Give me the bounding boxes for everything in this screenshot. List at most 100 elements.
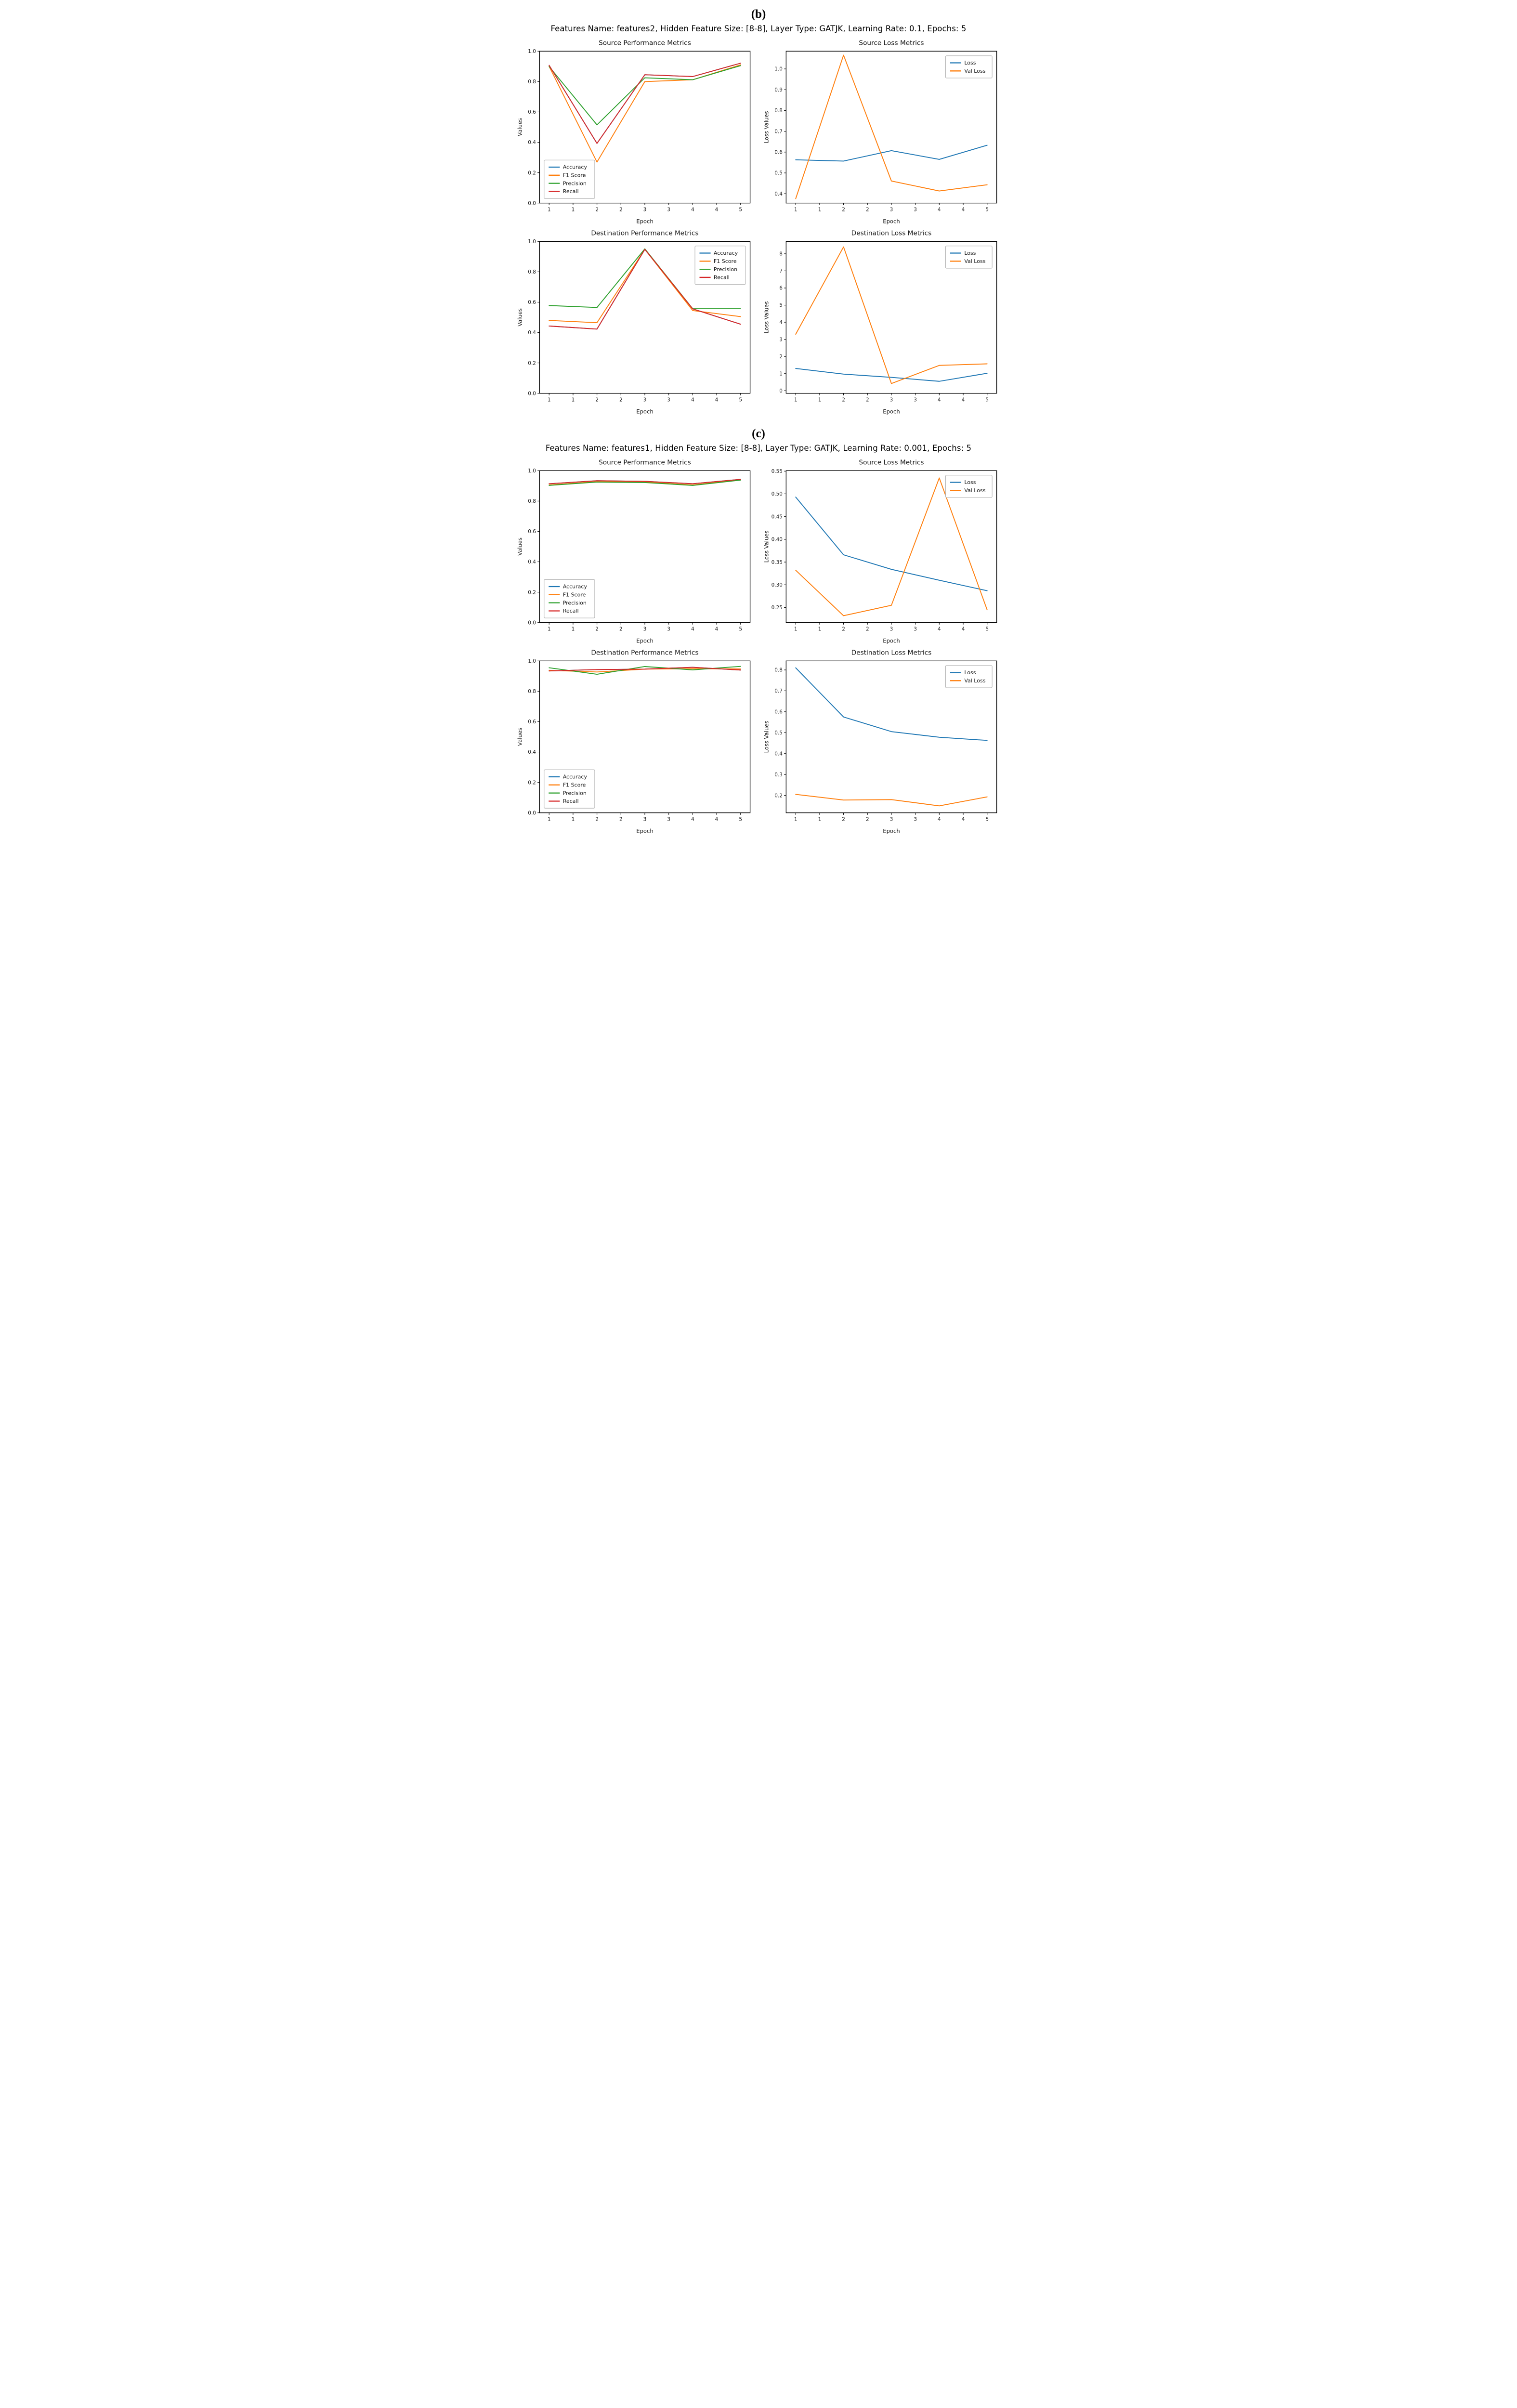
x-tick-label: 5	[739, 207, 742, 212]
y-tick-label: 1.0	[528, 49, 536, 54]
series-line-precision	[549, 480, 741, 486]
x-tick-label: 3	[643, 817, 647, 823]
x-axis-label: Epoch	[636, 828, 653, 835]
x-tick-label: 4	[938, 207, 941, 212]
x-tick-label: 4	[938, 397, 941, 403]
x-tick-label: 3	[914, 627, 917, 632]
x-tick-label: 1	[794, 627, 798, 632]
y-tick-label: 0.5	[774, 730, 783, 736]
legend-label: Recall	[563, 188, 579, 195]
series-line-recall	[549, 63, 741, 144]
legend: Loss Val Loss	[945, 55, 993, 79]
x-tick-label: 3	[890, 627, 893, 632]
x-tick-label: 1	[548, 817, 551, 823]
x-tick-label: 4	[938, 817, 941, 823]
plot-border	[539, 51, 751, 204]
b-source-performance-svg: Source Performance Metrics Epoch Values 0.0…	[517, 39, 751, 225]
x-tick-label: 2	[619, 627, 623, 632]
y-tick-label: 0.8	[774, 108, 783, 114]
chart-title: Source Loss Metrics	[859, 39, 924, 47]
chart-title: Source Performance Metrics	[599, 459, 691, 467]
b-source-loss-svg: Source Loss Metrics Epoch Loss Values 0.4 0.…	[763, 39, 997, 225]
chart-b-destination-performance: Destination Performance Metrics Epoch Valu…	[516, 228, 754, 418]
chart-c-source-loss: Source Loss Metrics Epoch Loss Values 0.25 0…	[763, 458, 1001, 647]
x-tick-label: 2	[866, 627, 869, 632]
y-tick-label: 5	[779, 302, 783, 308]
x-tick-label: 1	[572, 397, 575, 403]
x-tick-label: 4	[691, 627, 694, 632]
y-tick-label: 0.0	[528, 811, 536, 816]
x-tick-label: 3	[643, 207, 647, 212]
y-axis-label: Values	[517, 118, 523, 136]
series-line-recall	[549, 249, 741, 330]
chart-c-source-performance: Source Performance Metrics Epoch Values 0.0…	[516, 458, 754, 647]
series-line-val-loss	[795, 477, 988, 616]
legend-box	[945, 475, 993, 498]
x-tick-label: 2	[595, 817, 599, 823]
x-tick-label: 2	[866, 397, 869, 403]
chart-b-source-performance: Source Performance Metrics Epoch Values 0.0…	[516, 38, 754, 227]
x-tick-label: 1	[818, 817, 822, 823]
series-line-val-loss	[795, 794, 988, 807]
legend-label: Precision	[563, 790, 587, 797]
series-line-recall	[549, 667, 741, 672]
y-tick-label: 8	[779, 251, 783, 257]
series-line-precision	[549, 666, 741, 675]
x-tick-label: 2	[842, 627, 845, 632]
b-destination-loss-svg: Destination Loss Metrics Epoch Loss Values…	[763, 230, 997, 415]
legend-label: F1 Score	[563, 592, 586, 598]
y-tick-label: 0.6	[528, 529, 536, 535]
x-axis-label: Epoch	[636, 408, 653, 415]
legend-box	[544, 159, 595, 199]
x-tick-label: 2	[595, 207, 599, 212]
y-tick-label: 1.0	[774, 66, 783, 72]
plot-border	[539, 241, 751, 394]
x-tick-label: 1	[794, 207, 798, 212]
legend-label: Val Loss	[964, 68, 985, 74]
x-tick-label: 4	[962, 817, 965, 823]
x-tick-label: 4	[715, 817, 719, 823]
y-tick-label: 0.4	[774, 191, 783, 197]
y-tick-label: 0.4	[528, 140, 536, 145]
y-tick-label: 6	[779, 286, 783, 291]
x-tick-label: 4	[715, 207, 719, 212]
x-tick-label: 2	[842, 397, 845, 403]
y-tick-label: 2	[779, 354, 783, 360]
legend-label: Accuracy	[714, 250, 738, 256]
plot-border	[785, 470, 997, 623]
plot-border	[785, 660, 997, 813]
x-tick-label: 5	[985, 397, 989, 403]
y-tick-label: 0.6	[774, 149, 783, 155]
x-tick-label: 1	[818, 627, 822, 632]
legend-label: F1 Score	[563, 782, 586, 788]
x-tick-label: 3	[914, 397, 917, 403]
x-tick-label: 5	[739, 397, 742, 403]
x-tick-label: 3	[667, 627, 670, 632]
legend-label: F1 Score	[563, 172, 586, 179]
y-tick-label: 0.3	[774, 772, 783, 778]
y-tick-label: 0.8	[774, 667, 783, 673]
x-tick-label: 3	[643, 627, 647, 632]
series-line-precision	[549, 65, 741, 126]
y-axis-label: Values	[517, 728, 523, 746]
chart-title: Destination Loss Metrics	[851, 649, 932, 657]
section-b: (b) Features Name: features2, Hidden Fea…	[506, 0, 1011, 419]
c-source-performance-svg: Source Performance Metrics Epoch Values 0.0…	[517, 459, 751, 644]
x-axis-label: Epoch	[636, 218, 653, 225]
x-tick-label: 4	[691, 207, 694, 212]
x-tick-label: 1	[818, 207, 822, 212]
x-tick-label: 2	[619, 207, 623, 212]
chart-title: Source Loss Metrics	[859, 459, 924, 467]
x-axis-label: Epoch	[883, 638, 900, 644]
x-tick-label: 4	[938, 627, 941, 632]
x-tick-label: 1	[572, 627, 575, 632]
y-tick-label: 0.8	[528, 269, 536, 275]
y-tick-label: 0.55	[772, 469, 783, 474]
legend-label: F1 Score	[714, 258, 737, 264]
c-destination-performance-svg: Destination Performance Metrics Epoch Valu…	[517, 649, 751, 835]
x-tick-label: 3	[667, 397, 670, 403]
y-tick-label: 0.5	[774, 170, 783, 176]
x-tick-label: 3	[914, 207, 917, 212]
legend-label: Recall	[563, 608, 579, 614]
x-tick-label: 3	[643, 397, 647, 403]
